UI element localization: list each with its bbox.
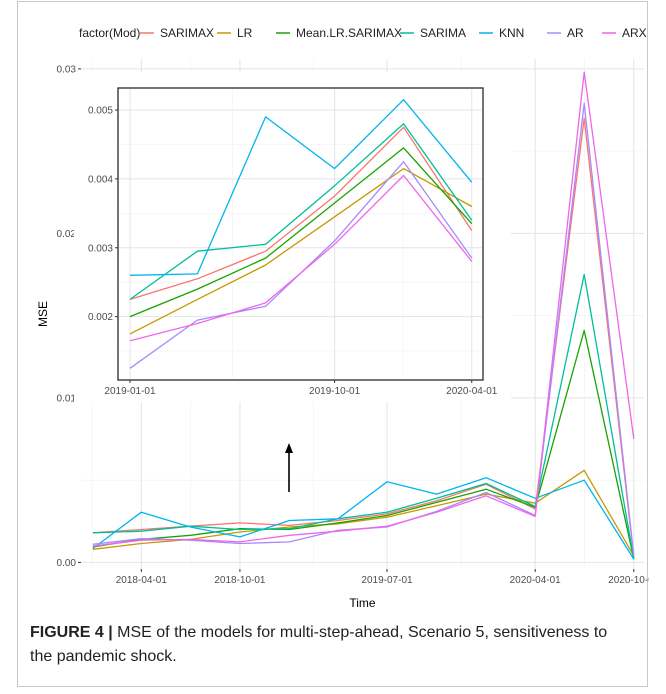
series-line-arx [92,71,635,547]
annotation-arrow-head [285,443,293,453]
series-line-mean-lr-sarimax [92,329,635,560]
legend: factor(Mod) SARIMAX LR Mean.LR.SARIMAX SARIM… [79,26,647,40]
x-tick-label: 2020-04-01 [510,575,562,586]
legend-label-sarima: SARIMA [420,26,466,40]
inset-y-tick-label: 0.005 [88,106,113,117]
figure-caption: FIGURE 4 | MSE of the models for multi-s… [30,621,630,669]
inset-plot: 0.002 0.003 0.004 0.005 2019-01-01 2019-10-01… [74,72,511,402]
inset-series-line-arx [129,174,473,342]
legend-title: factor(Mod) [79,26,140,40]
inset-x-tick-label: 2019-01-01 [104,386,156,397]
legend-label-sarimax: SARIMAX [160,26,214,40]
legend-label-arx: ARX [622,26,647,40]
x-tick-label: 2018-10-01 [214,575,266,586]
inset-panel-background [117,87,484,381]
caption-text: MSE of the models for multi-step-ahead, … [30,624,608,665]
inset-series-line-sarima [129,123,473,300]
inset-y-tick-label: 0.003 [88,243,113,254]
inset-y-tick-label: 0.004 [88,174,113,185]
figure-frame: factor(Mod) SARIMAX LR Mean.LR.SARIMAX SARIM… [17,1,649,687]
inset-series-line-sarimax [129,126,473,301]
chart-svg: factor(Mod) SARIMAX LR Mean.LR.SARIMAX SARIM… [36,26,649,610]
inset-x-tick-label: 2019-10-01 [309,386,361,397]
caption-label: FIGURE 4 | [30,624,113,641]
inset-series-line-knn [129,99,473,276]
x-tick-label: 2020-10-01 [608,575,649,586]
series-line-knn [92,477,635,560]
y-tick-label: 0.03 [57,64,77,75]
x-tick-label: 2019-07-01 [361,575,413,586]
inset-x-tick-label: 2020-04-01 [446,386,498,397]
y-axis-title: MSE [36,301,50,327]
legend-label-ar: AR [567,26,584,40]
legend-label-mean-lr-sarimax: Mean.LR.SARIMAX [296,26,402,40]
inset-y-tick-label: 0.002 [88,312,113,323]
inset-series-line-lr [129,167,473,335]
x-axis-title: Time [349,596,376,610]
legend-label-knn: KNN [499,26,524,40]
inset-panel-border [117,87,484,381]
y-tick-label: 0.01 [57,393,77,404]
x-tick-label: 2018-04-01 [116,575,168,586]
y-tick-label: 0.00 [57,558,77,569]
series-line-sarima [92,273,635,560]
y-tick-label: 0.02 [57,229,77,240]
legend-label-lr: LR [237,26,253,40]
inset-series-line-mean-lr-sarimax [129,147,473,318]
